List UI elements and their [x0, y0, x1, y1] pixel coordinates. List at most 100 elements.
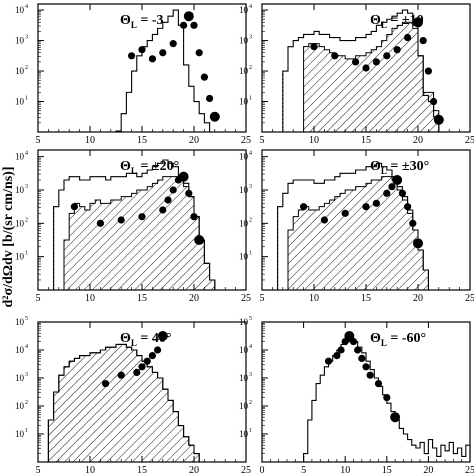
x-tick-label: 5 [36, 465, 41, 474]
data-point [190, 213, 198, 221]
x-tick-label: 20 [413, 135, 423, 146]
x-tick-label: 15 [137, 135, 147, 146]
data-point [157, 331, 168, 341]
y-tick-exponent: 2 [25, 217, 28, 223]
data-point [178, 171, 189, 182]
x-tick-label: 20 [423, 465, 433, 474]
data-point [413, 17, 423, 28]
y-tick-label: 10 [15, 152, 25, 162]
data-point [190, 21, 198, 29]
x-tick-label: 20 [189, 135, 199, 146]
y-tick-exponent: 3 [249, 35, 252, 41]
data-point [424, 67, 432, 75]
y-tick-exponent: 3 [25, 184, 28, 190]
y-tick-exponent: 1 [25, 428, 28, 434]
data-point [300, 203, 308, 211]
x-tick-label: 25 [465, 293, 474, 304]
data-point [362, 203, 370, 211]
data-point [70, 203, 78, 211]
data-point [354, 346, 362, 354]
y-tick-label: 10 [15, 345, 25, 355]
y-tick-exponent: 2 [249, 65, 252, 71]
histogram-outline [115, 9, 220, 133]
data-point [362, 64, 370, 72]
y-tick-label: 10 [239, 345, 249, 355]
data-point [374, 380, 383, 388]
data-point [169, 40, 177, 48]
data-point [159, 49, 167, 57]
data-point [206, 94, 214, 103]
data-point [331, 52, 339, 60]
data-point [419, 36, 427, 45]
data-point [333, 352, 341, 360]
x-tick-label: 20 [189, 293, 199, 304]
data-point [154, 346, 162, 354]
data-point [310, 43, 318, 51]
data-point [117, 371, 125, 379]
x-tick-label: 5 [36, 135, 41, 146]
data-point [383, 52, 391, 60]
y-tick-label: 10 [15, 252, 25, 262]
x-tick-label: 0 [260, 465, 265, 474]
y-tick-exponent: 3 [25, 372, 28, 378]
x-tick-label: 5 [260, 293, 265, 304]
y-tick-label: 10 [15, 429, 25, 439]
y-tick-exponent: 5 [25, 316, 28, 322]
y-tick-exponent: 4 [249, 4, 252, 10]
data-point [159, 206, 167, 214]
y-tick-label: 10 [239, 401, 249, 411]
data-point [128, 52, 136, 60]
y-tick-label: 10 [239, 218, 249, 228]
y-tick-exponent: 2 [249, 400, 252, 406]
data-point [117, 216, 125, 224]
data-point [200, 73, 208, 81]
plot-frame [261, 321, 471, 463]
data-point [393, 46, 401, 54]
hatched-histogram [47, 343, 205, 463]
data-point [388, 183, 396, 191]
y-tick-label: 10 [239, 317, 249, 327]
data-point [413, 238, 423, 249]
data-point [352, 58, 360, 66]
panel-label: ΘL = ±20° [120, 159, 179, 176]
data-point [180, 21, 188, 29]
data-point [138, 363, 146, 371]
y-tick-exponent: 5 [249, 316, 252, 322]
hatched-histogram [287, 176, 434, 291]
y-tick-label: 10 [239, 97, 249, 107]
y-tick-exponent: 1 [25, 251, 28, 257]
x-tick-label: 25 [241, 293, 251, 304]
x-tick-label: 10 [85, 465, 95, 474]
y-tick-label: 10 [239, 429, 249, 439]
x-tick-label: 20 [189, 465, 199, 474]
panel-label: ΘL = ±10 [370, 13, 424, 30]
y-axis-label: d²σ/dΩdv [b/(sr cm/ns)] [1, 166, 16, 307]
panel-label: ΘL = -60° [370, 331, 426, 348]
data-point [169, 186, 177, 194]
x-tick-label: 5 [260, 135, 265, 146]
hatched-histogram [303, 21, 440, 133]
y-tick-label: 10 [15, 317, 25, 327]
y-tick-exponent: 3 [249, 184, 252, 190]
x-tick-label: 25 [241, 465, 251, 474]
x-tick-label: 5 [301, 465, 306, 474]
data-point [138, 46, 146, 54]
y-tick-label: 10 [15, 5, 25, 15]
histogram-outline [277, 162, 434, 291]
x-tick-label: 25 [465, 135, 474, 146]
x-tick-label: 15 [137, 293, 147, 304]
data-point [183, 11, 194, 22]
y-tick-exponent: 2 [25, 400, 28, 406]
data-point [185, 189, 193, 197]
y-tick-label: 10 [239, 66, 249, 76]
panel-label: ΘL = ±30° [370, 159, 429, 176]
y-tick-exponent: 1 [249, 428, 252, 434]
x-tick-label: 25 [241, 135, 251, 146]
y-tick-label: 10 [15, 36, 25, 46]
data-point [209, 111, 220, 122]
data-point [320, 216, 328, 224]
data-point [433, 114, 444, 125]
